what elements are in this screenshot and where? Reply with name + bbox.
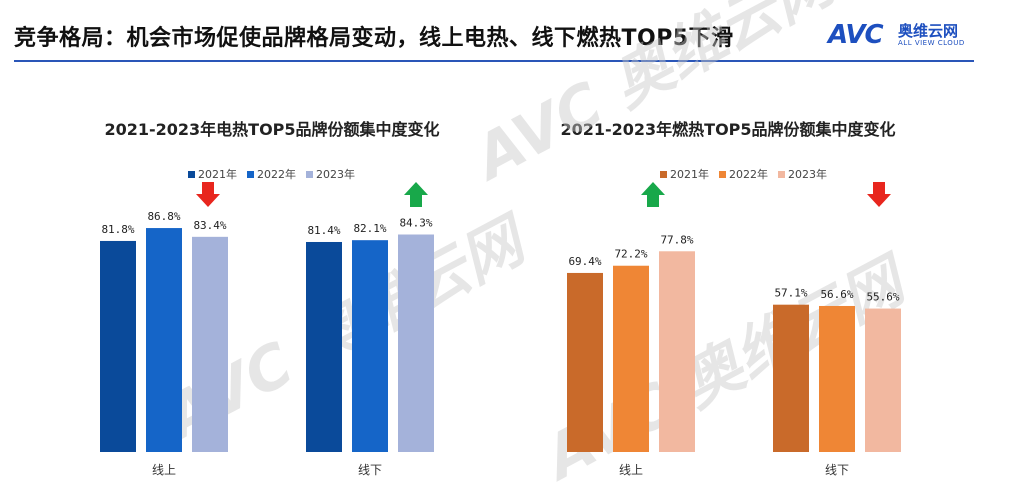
arrow-up-icon [641, 182, 665, 207]
data-label: 81.4% [307, 224, 340, 237]
data-label: 56.6% [820, 288, 853, 301]
bar [398, 234, 434, 452]
category-label: 线下 [825, 463, 849, 477]
legend-label-2022: 2022年 [729, 168, 768, 181]
data-label: 81.8% [101, 223, 134, 236]
data-label: 57.1% [774, 287, 807, 300]
data-label: 55.6% [866, 291, 899, 304]
bar [100, 240, 136, 452]
data-label: 77.8% [660, 233, 693, 246]
bar [865, 308, 901, 452]
category-label: 线下 [358, 463, 382, 477]
legend-label-2022: 2022年 [257, 168, 296, 181]
bar [306, 241, 342, 452]
legend-item-2022: 2022年 [247, 166, 296, 182]
bar [659, 251, 695, 452]
watermark-logo: AVC 奥维云网 [461, 0, 852, 195]
arrow-down-icon [867, 182, 891, 207]
bar [352, 240, 388, 452]
legend-item-2021: 2021年 [188, 166, 237, 182]
bar [773, 304, 809, 452]
bar [613, 265, 649, 452]
data-label: 69.4% [568, 255, 601, 268]
data-label: 84.3% [399, 217, 432, 230]
legend-item-2021: 2021年 [660, 166, 709, 182]
category-label: 线上 [619, 463, 643, 477]
data-label: 72.2% [614, 248, 647, 261]
header-divider [14, 60, 974, 62]
legend-swatch-2021 [660, 170, 667, 178]
legend-swatch-2022 [247, 170, 254, 178]
legend-swatch-2022 [719, 170, 726, 178]
legend-item-2022: 2022年 [719, 166, 768, 182]
legend-swatch-2021 [188, 170, 195, 178]
bar [146, 228, 182, 452]
category-label: 线上 [152, 463, 176, 477]
legend-item-2023: 2023年 [306, 166, 355, 182]
data-label: 83.4% [193, 219, 226, 232]
bar [819, 305, 855, 452]
bar [192, 236, 228, 452]
legend-label-2023: 2023年 [788, 168, 827, 181]
arrow-down-icon [196, 182, 220, 207]
logo-chinese-name: 奥维云网 [898, 22, 959, 40]
legend-swatch-2023 [306, 170, 313, 178]
bar [567, 272, 603, 452]
legend-label-2023: 2023年 [316, 168, 355, 181]
legend-label-2021: 2021年 [198, 168, 237, 181]
arrow-up-icon [404, 182, 428, 207]
legend-label-2021: 2021年 [670, 168, 709, 181]
legend-swatch-2023 [778, 170, 785, 178]
legend-electric: 2021年 2022年 2023年 [188, 166, 355, 182]
legend-item-2023: 2023年 [778, 166, 827, 182]
data-label: 82.1% [353, 222, 386, 235]
legend-gas: 2021年 2022年 2023年 [660, 166, 827, 182]
chart-title-electric: 2021-2023年电热TOP5品牌份额集中度变化 [104, 120, 440, 139]
data-label: 86.8% [147, 210, 180, 223]
logo: AVC 奥维云网 ALL VIEW CLOUD [828, 20, 978, 54]
logo-english-name: ALL VIEW CLOUD [898, 39, 965, 47]
logo-mark: AVC [828, 20, 884, 50]
page-title: 竞争格局：机会市场促使品牌格局变动，线上电热、线下燃热TOP5下滑 [14, 26, 734, 51]
chart-title-gas: 2021-2023年燃热TOP5品牌份额集中度变化 [560, 120, 896, 139]
